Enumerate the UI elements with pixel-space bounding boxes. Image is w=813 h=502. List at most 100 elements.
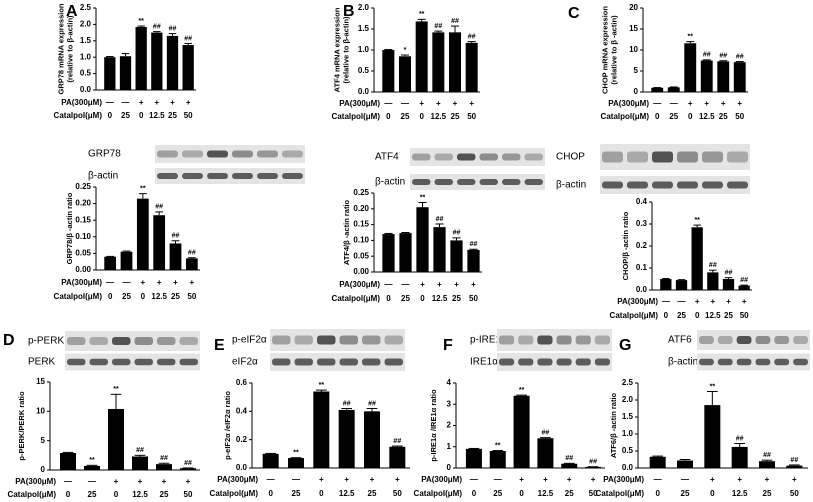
y-tick-label: 1.0	[622, 429, 634, 438]
y-tick-label: 1.0	[358, 45, 370, 54]
bar	[364, 411, 380, 468]
blot-band	[294, 358, 313, 366]
blot-band	[727, 151, 748, 163]
blot-band	[157, 150, 178, 158]
treatment-value: +	[173, 278, 178, 287]
bar	[182, 45, 194, 90]
error-bar	[184, 42, 192, 46]
blot-band	[157, 358, 176, 366]
treatment-value: +	[695, 297, 700, 306]
error-bar	[735, 61, 744, 63]
blot-band	[179, 337, 198, 345]
bar	[675, 280, 688, 290]
y-tick-label: 0.5	[622, 446, 634, 455]
blot-strip	[600, 144, 750, 170]
blot-strip	[600, 176, 750, 194]
treatment-value: 0	[420, 294, 425, 303]
treatment-value: +	[344, 475, 349, 484]
treatment-value: +	[737, 99, 742, 108]
treatment-value: 0	[139, 111, 144, 120]
bar	[415, 21, 428, 92]
bar	[489, 451, 506, 468]
significance-mark: **	[89, 457, 95, 464]
significance-mark: ##	[155, 204, 163, 211]
bar	[288, 458, 304, 468]
treatment-value: 0	[114, 490, 119, 499]
treatment-value: 12.5	[149, 111, 165, 120]
treatment-value: +	[419, 99, 424, 108]
significance-mark: **	[495, 442, 501, 449]
chart-panel: CHOP β-actin 0.0 0.1 0.2 0.3 0.4 CHOP/β -actin …	[556, 144, 752, 320]
blot-label: β-actin	[375, 177, 405, 188]
blot-band	[412, 179, 431, 185]
error-bar	[137, 25, 145, 28]
y-tick-label: 0.00	[75, 265, 91, 274]
treatment-value: 25	[493, 489, 502, 498]
bar	[166, 35, 179, 90]
blot-band	[502, 153, 521, 161]
error-bar	[341, 408, 352, 410]
blot-label: ATF6	[668, 335, 692, 346]
blot-label: β-actin	[556, 180, 586, 191]
error-bar	[540, 437, 551, 439]
treatment-value: 50	[469, 294, 478, 303]
significance-mark: **	[419, 11, 425, 18]
panel-letter: G	[619, 337, 631, 354]
blot-band	[89, 337, 108, 345]
treatment-value: +	[139, 98, 144, 107]
treatment-value: +	[140, 278, 145, 287]
significance-mark: ##	[169, 25, 177, 32]
y-tick-label: 0.00	[353, 267, 369, 276]
error-bar	[401, 54, 409, 57]
treatment-value: 25	[121, 111, 130, 120]
y-tick-label: 4	[447, 378, 452, 387]
significance-mark: ##	[153, 23, 161, 30]
blot-band	[556, 335, 572, 345]
bar	[108, 408, 124, 470]
treatment-label: Catalpol(μM)	[54, 111, 103, 120]
blot-band	[652, 151, 673, 163]
significance-mark: ##	[790, 457, 798, 464]
y-axis-label: (relative to β -actin)	[609, 15, 618, 85]
significance-mark: ##	[343, 400, 351, 407]
blot-band	[602, 151, 623, 163]
bar	[449, 32, 461, 92]
treatment-value: 25	[677, 311, 686, 320]
bar	[104, 256, 117, 270]
y-tick-label: 2.5	[80, 3, 92, 12]
significance-mark: ##	[184, 35, 192, 42]
treatment-value: —	[681, 475, 689, 484]
error-bar	[392, 445, 403, 447]
y-tick-label: 2.5	[622, 378, 634, 387]
blot-band	[67, 337, 86, 345]
error-bar	[707, 391, 718, 406]
treatment-value: 50	[187, 292, 196, 301]
significance-mark: ##	[453, 230, 461, 237]
bar	[399, 233, 412, 272]
blot-label: p-IRE1α	[470, 335, 507, 346]
blot-band	[755, 358, 771, 366]
bar	[733, 62, 746, 92]
treatment-value: —	[106, 278, 114, 287]
y-axis-label: p-eIF2α /eIF2α ratio	[223, 391, 232, 460]
blot-band	[502, 179, 521, 185]
blot-band	[317, 335, 336, 345]
y-axis-label: CHOP/β -actin ratio	[621, 211, 630, 280]
treatment-value: +	[157, 278, 162, 287]
treatment-value: 12.5	[705, 311, 721, 320]
treatment-label: Catalpol(μM)	[332, 112, 381, 121]
blot-label: ATF4	[375, 152, 399, 163]
blot-band	[702, 151, 723, 163]
error-bar	[316, 389, 327, 392]
treatment-value: 25	[401, 112, 410, 121]
blot-band	[677, 181, 698, 189]
blot-band	[282, 150, 303, 158]
blot-band	[67, 358, 86, 366]
significance-mark: ##	[589, 459, 597, 466]
blot-label: β-actin	[668, 357, 698, 368]
treatment-label: Catalpol(μM)	[210, 489, 259, 498]
bar	[382, 234, 395, 272]
error-bar	[719, 60, 728, 62]
blot-band	[384, 358, 403, 366]
y-axis-label: ATF4 mRNA expression	[332, 7, 341, 92]
